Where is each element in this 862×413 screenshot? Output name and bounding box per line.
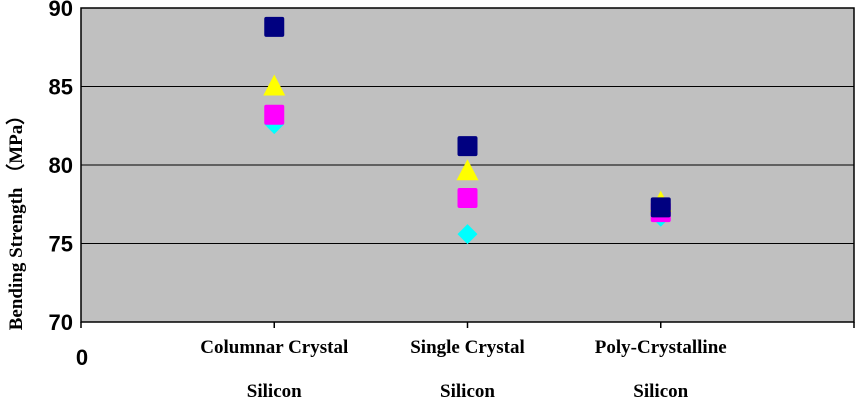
data-markers [263, 16, 672, 245]
y-tick-labels: 70 75 80 85 90 [49, 0, 73, 335]
marker-square [264, 104, 285, 125]
y-axis-label: Bending Strength （MPa） [4, 106, 27, 331]
category-label-line1: Columnar Crystal [200, 337, 348, 358]
category-label-line1: Single Crystal [410, 337, 525, 358]
category-label-line2: Silicon [440, 381, 495, 402]
x-axis-ticks [80, 322, 855, 328]
y-tick-label: 85 [49, 75, 73, 100]
y-tick-label: 80 [49, 153, 73, 178]
marker-square [457, 136, 478, 157]
y-tick-label: 90 [49, 0, 73, 21]
y-tick-label: 75 [49, 232, 73, 257]
category-labels: Columnar Crystal Silicon Single Crystal Sil… [200, 337, 726, 402]
y-tick-label: 70 [49, 310, 73, 335]
category-label-line1: Poly-Crystalline [595, 337, 727, 358]
marker-triangle [263, 74, 286, 96]
marker-square [457, 187, 478, 208]
marker-diamond [457, 224, 478, 245]
marker-square [264, 16, 285, 37]
category-label-line2: Silicon [247, 381, 302, 402]
x-origin-label: 0 [76, 345, 88, 370]
marker-square [650, 197, 671, 218]
category-label-line2: Silicon [633, 381, 688, 402]
marker-triangle [456, 159, 479, 181]
